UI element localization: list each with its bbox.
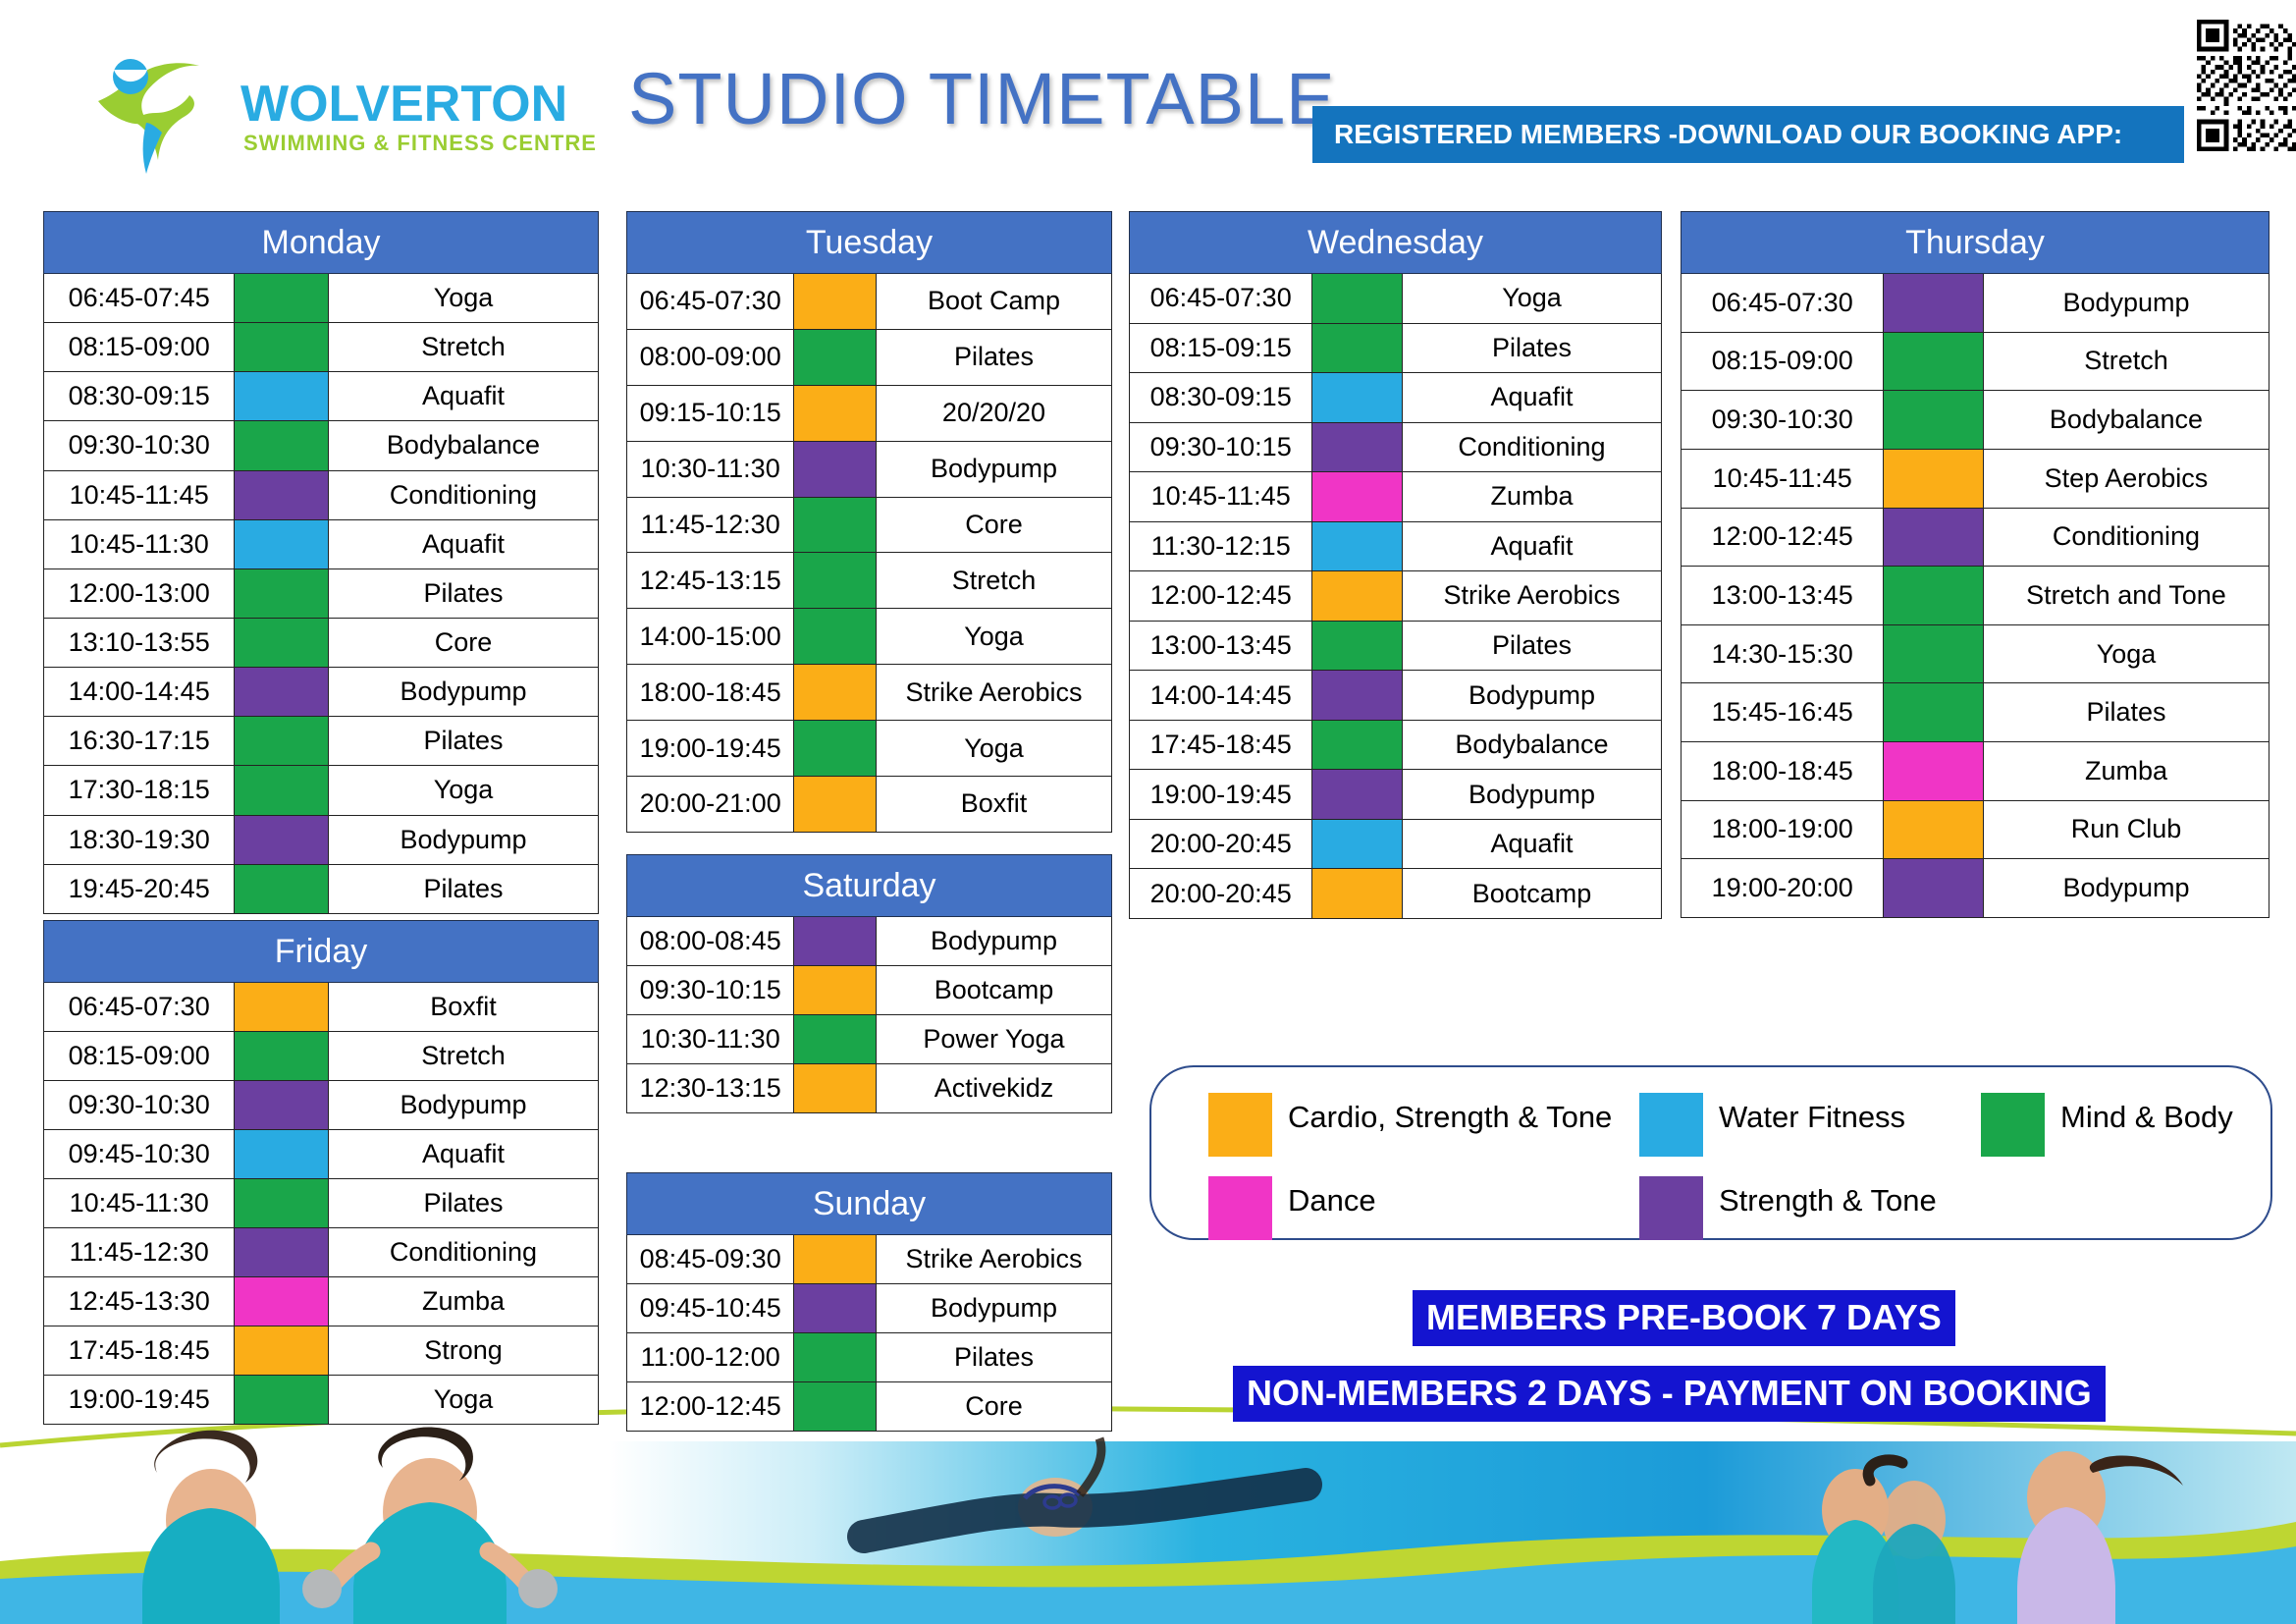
svg-text:SWIMMING & FITNESS CENTRE: SWIMMING & FITNESS CENTRE <box>243 131 597 155</box>
svg-text:WOLVERTON: WOLVERTON <box>240 76 567 133</box>
